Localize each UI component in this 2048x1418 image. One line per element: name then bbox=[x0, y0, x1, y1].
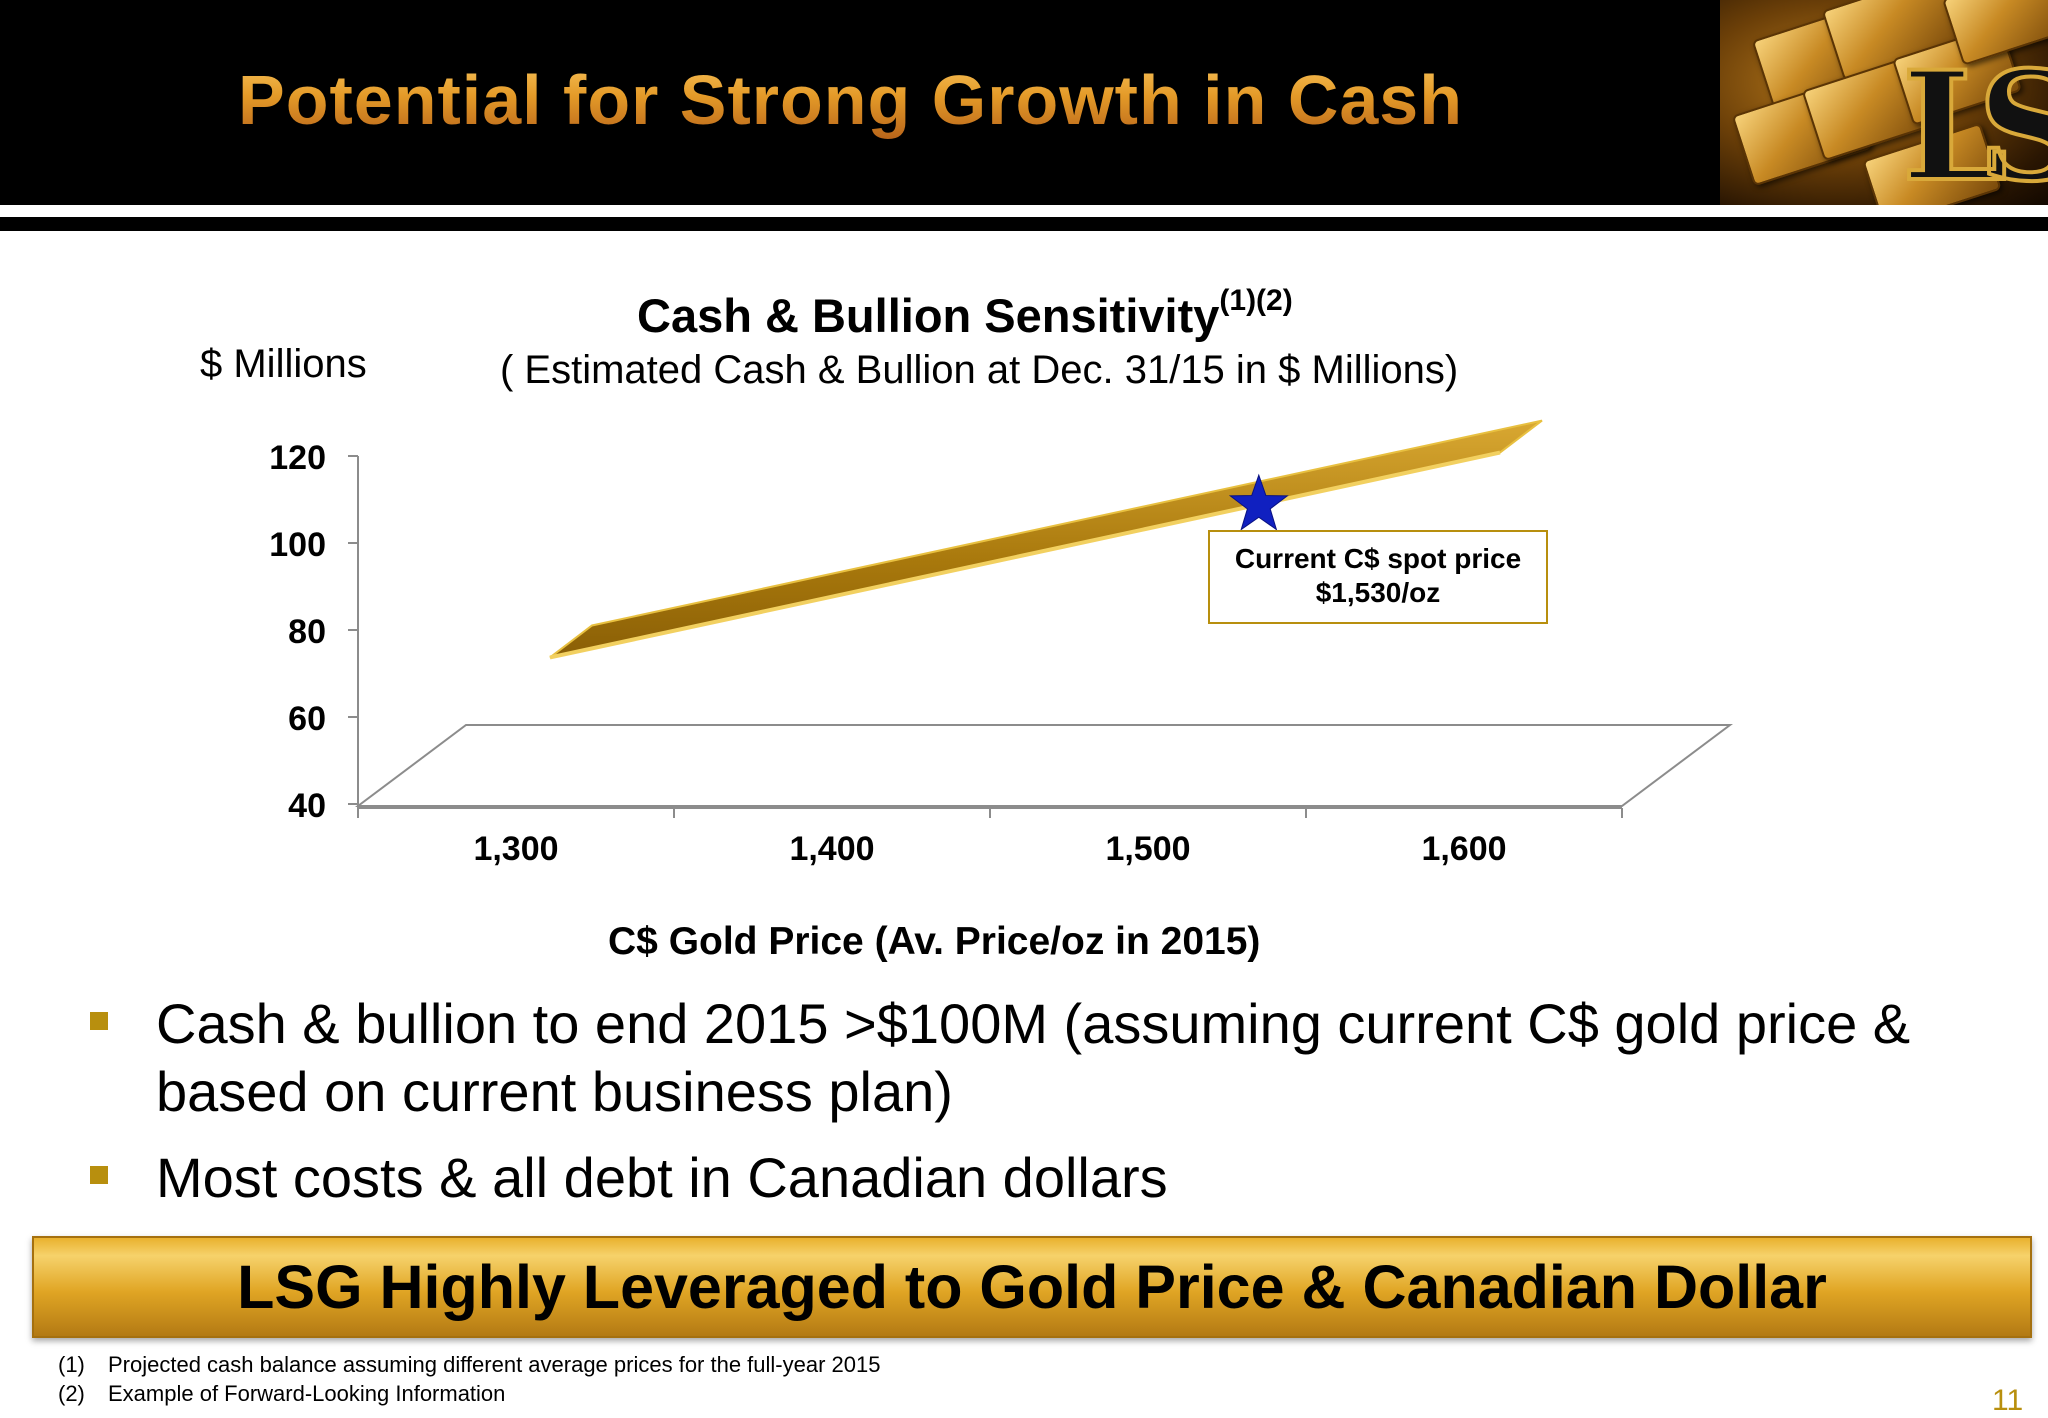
bullet-list: Cash & bullion to end 2015 >$100M (assum… bbox=[78, 990, 1916, 1212]
gold-bars-logo-image bbox=[1720, 0, 2048, 205]
banner-text: LSG Highly Leveraged to Gold Price & Can… bbox=[237, 1253, 1827, 1321]
x-tick-label: 1,400 bbox=[789, 830, 874, 868]
footnote-text: Projected cash balance assuming differen… bbox=[108, 1352, 881, 1377]
bullet-item: Most costs & all debt in Canadian dollar… bbox=[78, 1144, 1916, 1212]
bullet-item: Cash & bullion to end 2015 >$100M (assum… bbox=[78, 990, 1916, 1126]
x-tick-label: 1,600 bbox=[1421, 830, 1506, 868]
star-icon bbox=[1228, 473, 1289, 531]
y-tick-label: 120 bbox=[269, 439, 326, 477]
footnote-item: (1) Projected cash balance assuming diffe… bbox=[58, 1350, 880, 1379]
y-tick-label: 60 bbox=[288, 700, 326, 738]
x-tick-label: 1,300 bbox=[473, 830, 558, 868]
company-logo-icon: LS bbox=[1900, 39, 2048, 215]
footnote-text: Example of Forward-Looking Information bbox=[108, 1381, 506, 1406]
chart-floor bbox=[355, 724, 1733, 807]
y-tick-label: 80 bbox=[288, 613, 326, 651]
bullet-text: Most costs & all debt in Canadian dollar… bbox=[156, 1146, 1168, 1209]
x-axis-label: C$ Gold Price (Av. Price/oz in 2015) bbox=[608, 920, 1261, 963]
y-tick-label: 100 bbox=[269, 526, 326, 564]
header-divider-white bbox=[0, 205, 2048, 217]
footnotes: (1) Projected cash balance assuming diffe… bbox=[58, 1350, 880, 1408]
spot-price-callout bbox=[1208, 530, 1548, 624]
chart-title: Cash & Bullion Sensitivity(1)(2) bbox=[637, 284, 1293, 342]
cash-sensitivity-chart: 40 60 80 100 120 1,300 1,400 1,500 1,600 Current … bbox=[269, 419, 1733, 868]
chart-subtitle: ( Estimated Cash & Bullion at Dec. 31/15… bbox=[500, 348, 1459, 392]
footnote-number: (1) bbox=[58, 1352, 85, 1377]
header-divider-black bbox=[0, 217, 2048, 231]
callout-line-1: Current C$ spot price bbox=[1235, 543, 1521, 574]
slide-title: Potential for Strong Growth in Cash bbox=[238, 61, 1463, 139]
key-message-banner: LSG Highly Leveraged to Gold Price & Can… bbox=[32, 1236, 2032, 1338]
bullet-text: Cash & bullion to end 2015 >$100M (assum… bbox=[156, 992, 1911, 1123]
series-line-edge bbox=[549, 450, 1501, 660]
chart-title-footnote-ref: (1)(2) bbox=[1219, 284, 1293, 317]
footnote-number: (2) bbox=[58, 1381, 85, 1406]
footnote-item: (2) Example of Forward-Looking Informatio… bbox=[58, 1379, 880, 1408]
y-tick-label: 40 bbox=[288, 787, 326, 825]
bullet-square-icon bbox=[90, 1012, 108, 1030]
callout-line-2: $1,530/oz bbox=[1316, 577, 1441, 608]
x-tick-label: 1,500 bbox=[1105, 830, 1190, 868]
page-number: 11 bbox=[1992, 1384, 2024, 1417]
bullet-square-icon bbox=[90, 1166, 108, 1184]
y-axis-label: $ Millions bbox=[200, 342, 367, 386]
header-bar: Potential for Strong Growth in Cash bbox=[0, 0, 2048, 205]
